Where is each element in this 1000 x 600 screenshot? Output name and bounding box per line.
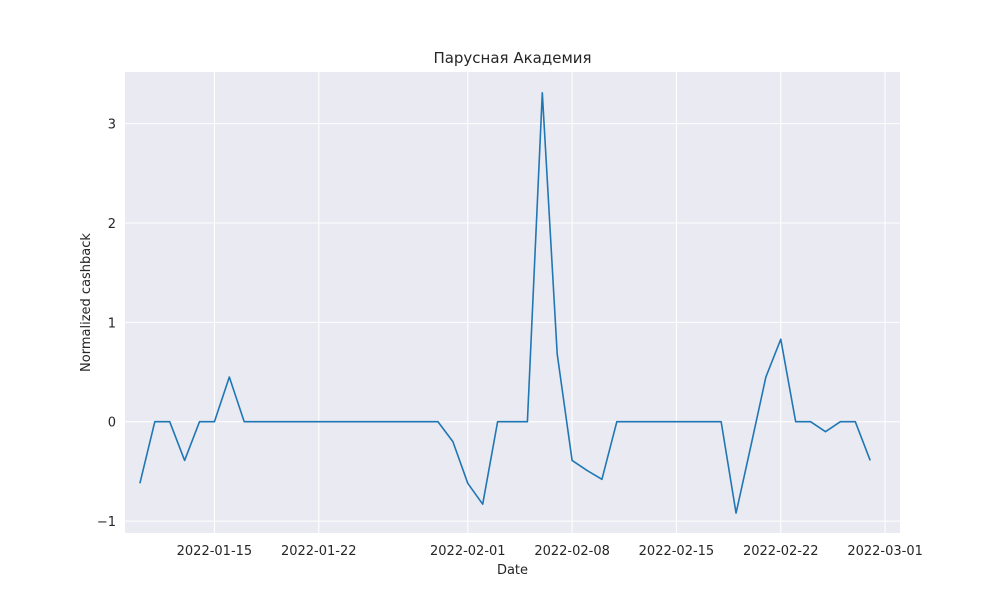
y-axis-label: Normalized cashback (79, 233, 94, 372)
y-tick-label: −1 (97, 515, 116, 530)
x-tick-label: 2022-02-01 (430, 544, 506, 559)
series-line (139, 92, 871, 514)
x-axis-ticks: 2022-01-15 2022-01-22 2022-02-01 2022-02-08… (177, 544, 923, 559)
y-tick-label: 3 (108, 118, 116, 133)
x-tick-label: 2022-01-22 (281, 544, 357, 559)
x-tick-label: 2022-02-22 (743, 544, 819, 559)
y-tick-label: 0 (108, 416, 116, 431)
series-layer (139, 92, 871, 514)
x-tick-label: 2022-02-15 (639, 544, 715, 559)
plot-area (125, 72, 900, 533)
y-tick-label: 2 (108, 217, 116, 232)
x-axis-label: Date (497, 563, 528, 578)
x-tick-label: 2022-02-08 (534, 544, 610, 559)
y-tick-label: 1 (108, 316, 116, 331)
y-axis-ticks: −1 0 1 2 3 (97, 118, 116, 530)
x-tick-label: 2022-03-01 (847, 544, 923, 559)
x-tick-label: 2022-01-15 (177, 544, 253, 559)
chart-title: Парусная Академия (433, 49, 591, 67)
